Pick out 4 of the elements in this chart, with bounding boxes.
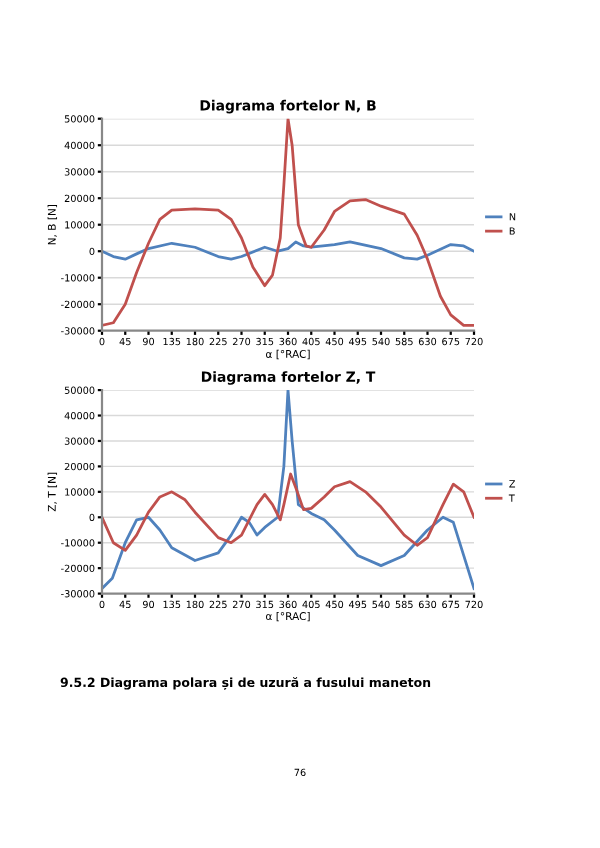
line-series [102,118,474,327]
line-series [102,240,474,261]
line-series [102,472,474,552]
line-series [102,390,474,590]
